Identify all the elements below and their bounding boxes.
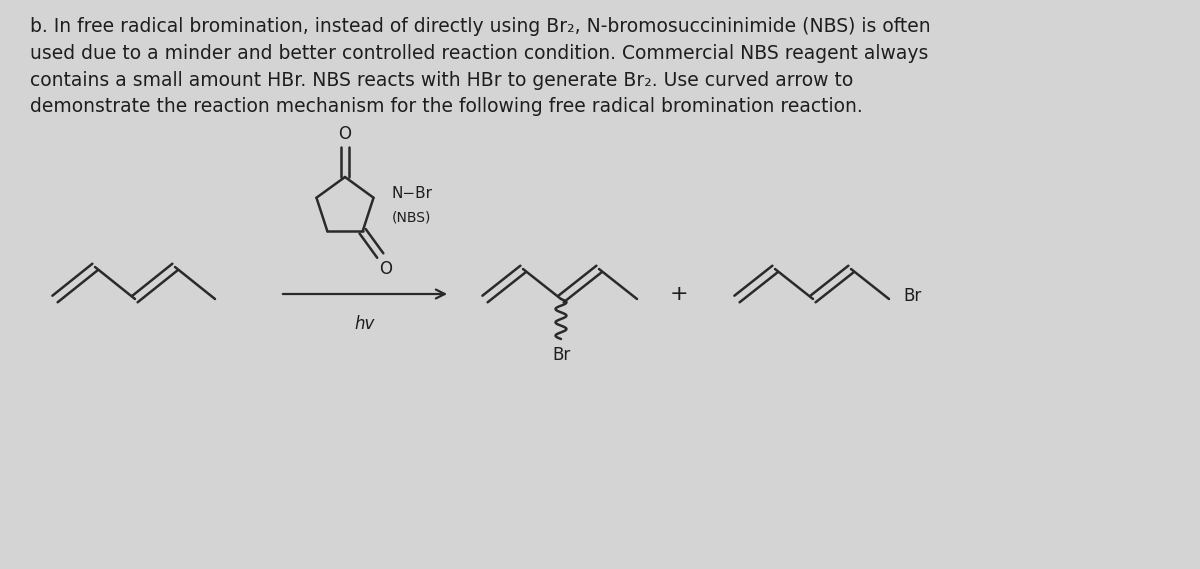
Text: hv: hv xyxy=(355,315,376,333)
Text: N−Br: N−Br xyxy=(391,186,432,201)
Text: (NBS): (NBS) xyxy=(391,211,431,225)
Text: b. In free radical bromination, instead of directly using Br₂, N-bromosuccininim: b. In free radical bromination, instead … xyxy=(30,17,931,117)
Text: O: O xyxy=(338,125,352,143)
Text: Br: Br xyxy=(902,287,922,305)
Text: +: + xyxy=(670,284,689,304)
Text: O: O xyxy=(379,259,391,278)
Text: Br: Br xyxy=(552,346,570,364)
